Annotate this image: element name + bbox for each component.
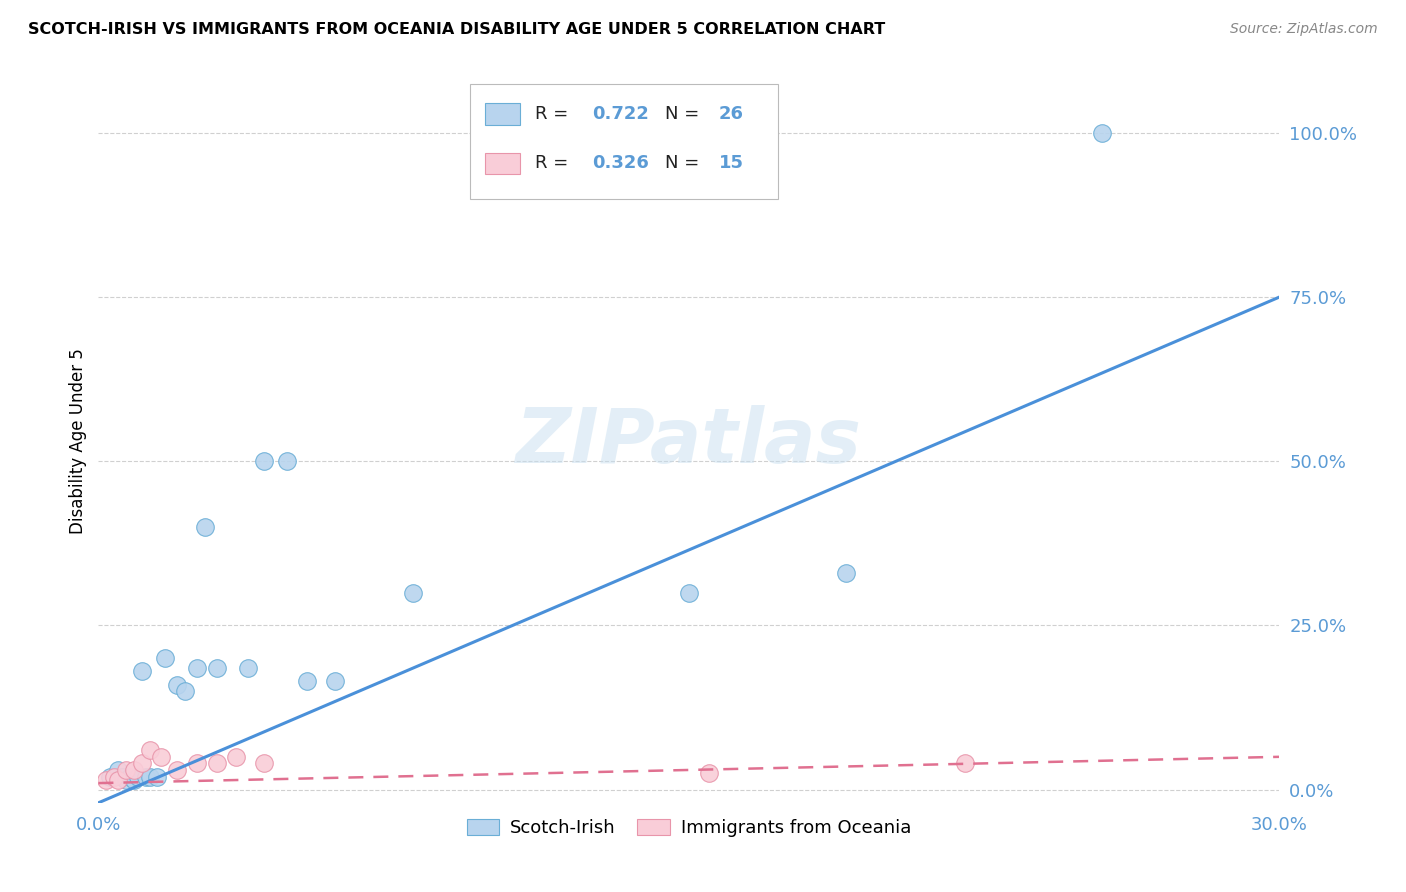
Point xyxy=(150,749,173,764)
Point xyxy=(186,661,208,675)
Point xyxy=(678,585,700,599)
Point xyxy=(953,756,976,771)
Point xyxy=(122,763,145,777)
Point xyxy=(127,770,149,784)
Text: 15: 15 xyxy=(718,154,744,172)
Text: SCOTCH-IRISH VS IMMIGRANTS FROM OCEANIA DISABILITY AGE UNDER 5 CORRELATION CHART: SCOTCH-IRISH VS IMMIGRANTS FROM OCEANIA … xyxy=(28,22,886,37)
FancyBboxPatch shape xyxy=(471,84,778,200)
Point xyxy=(107,763,129,777)
Point xyxy=(174,684,197,698)
Point xyxy=(103,770,125,784)
FancyBboxPatch shape xyxy=(485,153,520,174)
Point xyxy=(402,585,425,599)
Point xyxy=(138,770,160,784)
Text: 26: 26 xyxy=(718,105,744,123)
Point xyxy=(205,661,228,675)
Point xyxy=(122,772,145,787)
Point xyxy=(115,763,138,777)
Point xyxy=(295,674,318,689)
Text: N =: N = xyxy=(665,154,706,172)
Point xyxy=(236,661,259,675)
Point xyxy=(115,772,138,787)
Text: N =: N = xyxy=(665,105,706,123)
Text: R =: R = xyxy=(536,154,575,172)
Point xyxy=(96,772,118,787)
Y-axis label: Disability Age Under 5: Disability Age Under 5 xyxy=(69,349,87,534)
Point xyxy=(155,651,177,665)
Point xyxy=(118,770,141,784)
Legend: Scotch-Irish, Immigrants from Oceania: Scotch-Irish, Immigrants from Oceania xyxy=(460,812,918,845)
Text: Source: ZipAtlas.com: Source: ZipAtlas.com xyxy=(1230,22,1378,37)
Point xyxy=(253,454,276,468)
Text: 0.722: 0.722 xyxy=(592,105,650,123)
Point xyxy=(166,677,188,691)
Point xyxy=(697,766,720,780)
Point xyxy=(98,770,121,784)
Text: R =: R = xyxy=(536,105,575,123)
Point xyxy=(131,665,153,679)
Point xyxy=(205,756,228,771)
Point xyxy=(107,772,129,787)
Point xyxy=(166,763,188,777)
Point xyxy=(276,454,298,468)
Point xyxy=(135,770,157,784)
Point xyxy=(253,756,276,771)
Point xyxy=(835,566,858,580)
Point xyxy=(111,770,134,784)
Point xyxy=(1091,126,1114,140)
Point xyxy=(138,743,160,757)
Text: ZIPatlas: ZIPatlas xyxy=(516,405,862,478)
Point xyxy=(131,756,153,771)
Point xyxy=(194,520,217,534)
Text: 0.326: 0.326 xyxy=(592,154,650,172)
Point xyxy=(323,674,346,689)
Point xyxy=(186,756,208,771)
Point xyxy=(225,749,247,764)
FancyBboxPatch shape xyxy=(485,103,520,125)
Point xyxy=(146,770,169,784)
